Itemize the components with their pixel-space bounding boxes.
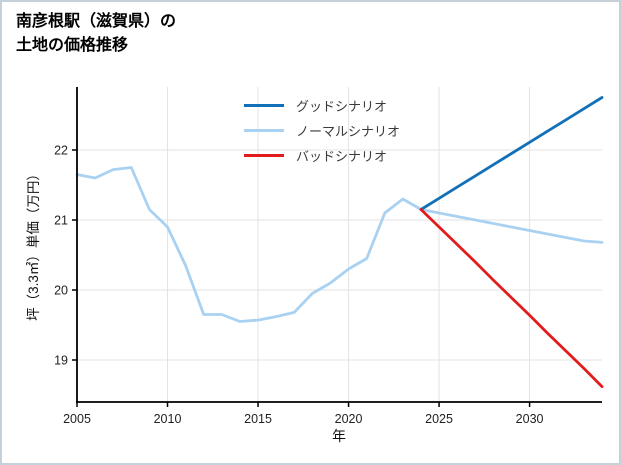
chart-legend: グッドシナリオ ノーマルシナリオ バッドシナリオ [244, 93, 400, 168]
y-tick-label: 20 [54, 284, 68, 298]
series-line-2 [419, 208, 604, 389]
page-title: 南彦根駅（滋賀県）の 土地の価格推移 [16, 10, 176, 58]
y-tick-label: 19 [54, 354, 68, 368]
legend-swatch-bad-scenario [244, 154, 284, 157]
y-tick-label: 22 [54, 144, 68, 158]
legend-label-bad-scenario: バッドシナリオ [296, 149, 388, 164]
x-tick-label: 2025 [425, 412, 453, 426]
x-tick-label: 2030 [516, 412, 544, 426]
page-title-line-2: 土地の価格推移 [16, 37, 129, 54]
y-axis-label: 坪（3.3㎡）単価（万円） [26, 167, 41, 321]
legend-swatch-normal-scenario [244, 129, 284, 132]
series-line-0 [419, 96, 604, 211]
legend-label-good-scenario: グッドシナリオ [296, 99, 388, 114]
series-line-1 [75, 166, 604, 323]
legend-item-good-scenario: グッドシナリオ [244, 93, 400, 118]
x-tick-label: 2005 [63, 412, 91, 426]
x-tick-label: 2015 [244, 412, 272, 426]
page-title-line-1: 南彦根駅（滋賀県）の [16, 13, 177, 30]
legend-label-normal-scenario: ノーマルシナリオ [296, 124, 401, 139]
y-tick-label: 21 [54, 214, 68, 228]
x-axis-label: 年 [332, 428, 346, 444]
x-tick-label: 2020 [335, 412, 363, 426]
legend-item-normal-scenario: ノーマルシナリオ [244, 118, 400, 143]
legend-swatch-good-scenario [244, 104, 284, 107]
legend-item-bad-scenario: バッドシナリオ [244, 143, 400, 168]
x-tick-label: 2010 [154, 412, 182, 426]
